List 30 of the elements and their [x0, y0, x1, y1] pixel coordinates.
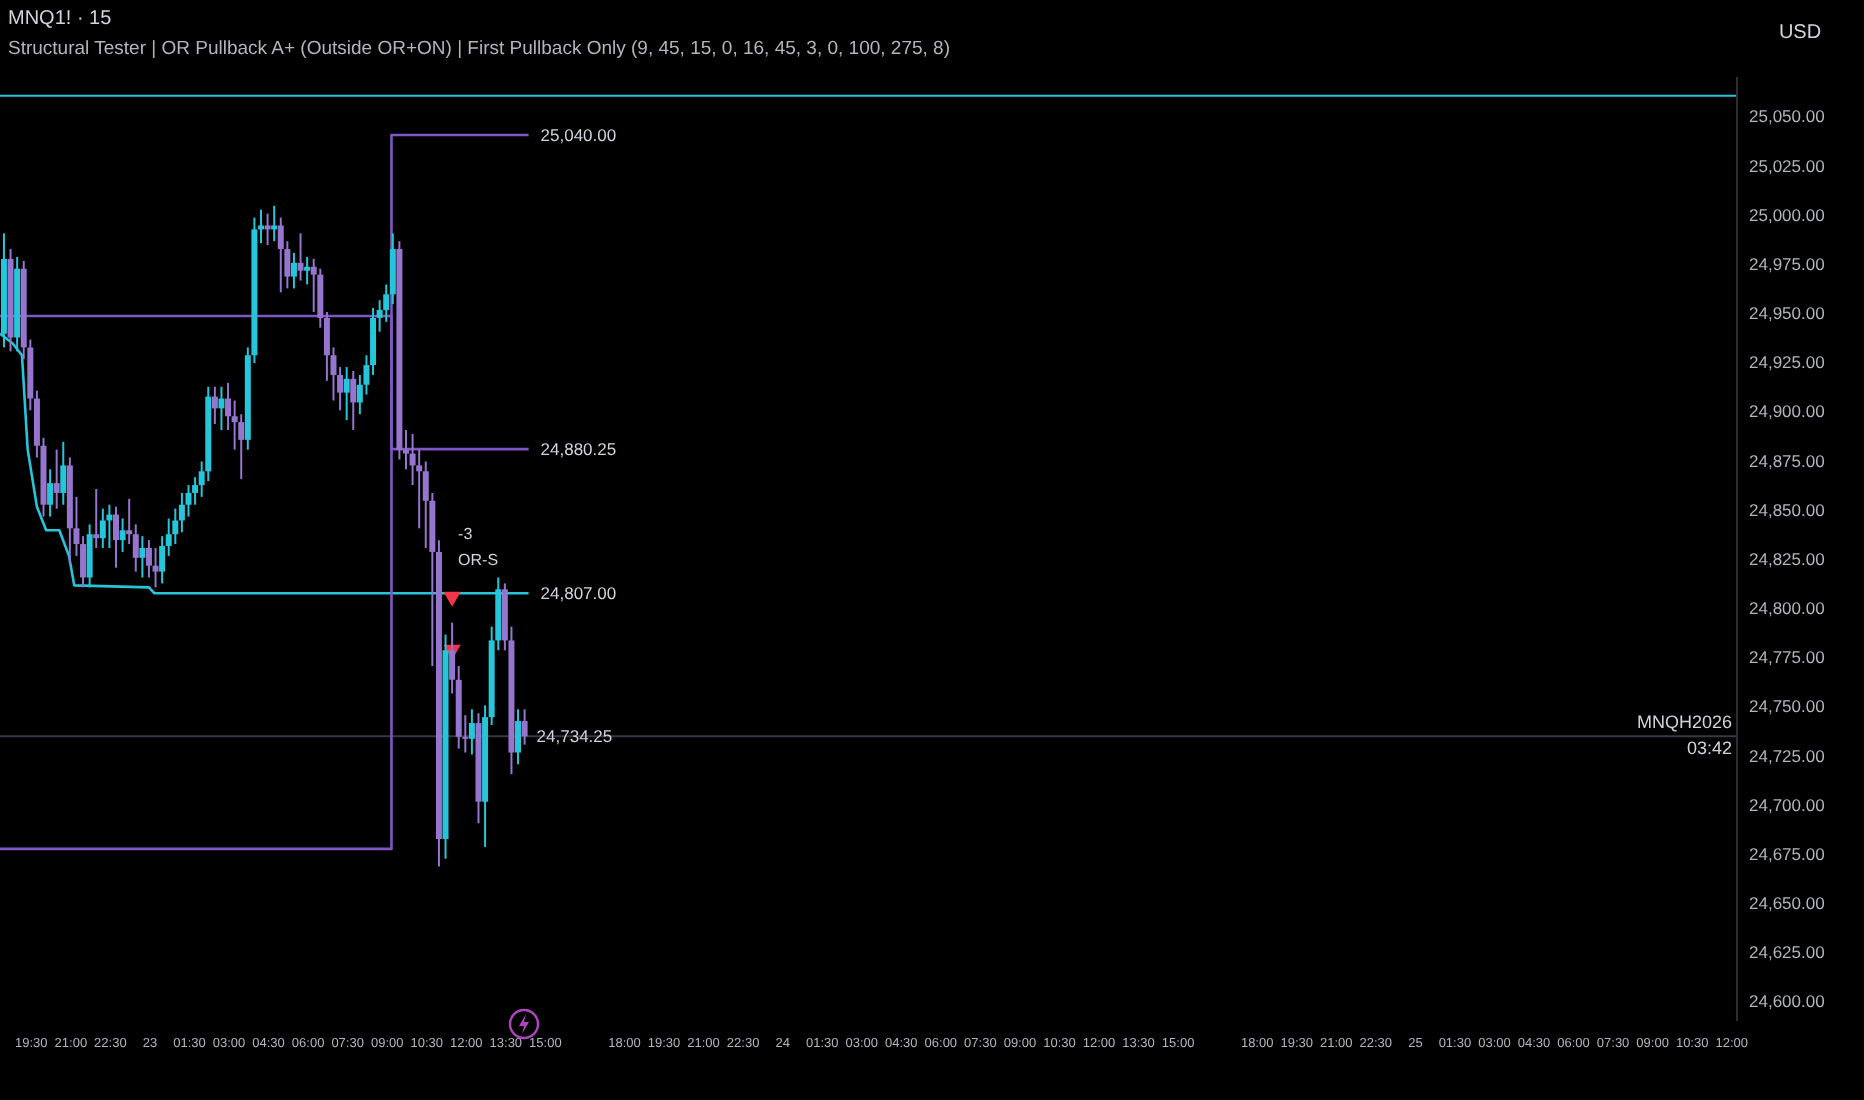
annotation: 25,040.00: [540, 125, 617, 145]
y-tick-label: 24,725.00: [1749, 745, 1826, 766]
y-tick-label: 24,650.00: [1749, 893, 1826, 913]
ref-line-label: MNQH2026: [1636, 712, 1732, 733]
y-tick-label: 24,600.00: [1749, 991, 1826, 1012]
y-tick-label: 25,050.00: [1749, 106, 1826, 127]
y-tick-label: 24,850.00: [1749, 499, 1826, 520]
annotation: 24,734.25: [536, 726, 613, 747]
y-tick-label: 24,700.00: [1749, 794, 1826, 815]
y-tick-label: 25,025.00: [1749, 155, 1826, 176]
chart-subtitle: Structural Tester | OR Pullback A+ (Outside OR+ON) | First Pullback Only (9, 45, 15, 0, 16, 45, 3, 0, 100, 275, 8): [8, 38, 951, 60]
annotation: 03:42: [1686, 738, 1732, 759]
y-tick-label: 24,625.00: [1749, 942, 1826, 963]
annotation: -3: [458, 525, 474, 544]
y-tick-label: 25,000.00: [1749, 204, 1826, 225]
y-tick-label: 24,775.00: [1749, 647, 1826, 668]
y-tick-label: 24,825.00: [1749, 548, 1826, 569]
annotation: OR-S: [458, 551, 499, 570]
y-tick-label: 24,800.00: [1749, 598, 1826, 618]
y-tick-label: 24,975.00: [1749, 253, 1826, 274]
y-tick-label: 24,675.00: [1749, 843, 1826, 864]
y-tick-label: 24,950.00: [1749, 303, 1826, 323]
text: USD: [1778, 22, 1822, 44]
annotation: 24,807.00: [540, 583, 617, 604]
y-tick-label: 24,875.00: [1749, 450, 1826, 471]
chart-title: MNQ1! · 15: [8, 8, 112, 30]
y-tick-label: 24,925.00: [1749, 352, 1826, 373]
annotation: 24,880.25: [540, 439, 617, 460]
y-tick-label: 24,900.00: [1749, 401, 1826, 422]
y-tick-label: 24,750.00: [1749, 696, 1826, 717]
